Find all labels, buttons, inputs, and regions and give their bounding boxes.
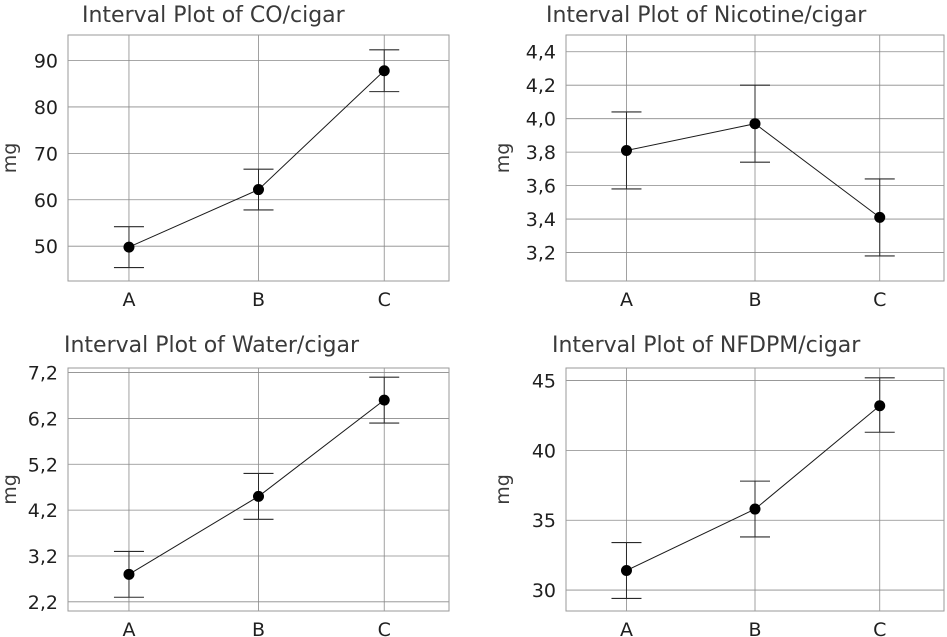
x-category-label: A <box>122 289 135 311</box>
x-category-label: B <box>252 619 265 637</box>
y-tick-label: 40 <box>532 440 556 462</box>
mean-connect-line <box>626 123 881 218</box>
y-tick-label: 6,2 <box>28 408 58 430</box>
x-category-label: C <box>873 289 886 311</box>
nfdpm-interval-plot: 30 35 40 45 A B C Interval Plot of NFDPM/cigar m… <box>492 333 945 637</box>
y-tick-label: 45 <box>532 371 556 393</box>
y-axis-label: mg <box>492 143 514 174</box>
mean-point <box>749 118 761 130</box>
mean-connect-line <box>626 405 881 571</box>
x-category-label: A <box>620 289 633 311</box>
mean-connect-line <box>128 399 385 575</box>
plot-frame <box>565 367 945 612</box>
mean-point <box>378 394 390 406</box>
y-tick-label: 3,4 <box>526 209 556 231</box>
y-tick-label: 4,2 <box>28 500 58 522</box>
co-interval-plot: 50 60 70 80 90 A B C Interval Plot of CO/cigar mg <box>0 3 450 311</box>
x-category-label: A <box>122 619 135 637</box>
y-tick-label: 90 <box>34 51 58 73</box>
y-tick-label: 5,2 <box>28 454 58 476</box>
plot-frame <box>565 34 945 282</box>
mean-point <box>123 241 135 253</box>
y-tick-label: 30 <box>532 580 556 602</box>
plot-frame <box>67 367 450 612</box>
y-tick-label: 7,2 <box>28 363 58 385</box>
water-interval-plot: 2,2 3,2 4,2 5,2 6,2 7,2 A B C Interval Plot of Wa… <box>0 333 450 637</box>
x-category-label: C <box>378 619 391 637</box>
y-tick-label: 3,2 <box>526 243 556 265</box>
x-category-label: B <box>748 619 761 637</box>
nicotine-interval-plot: 3,2 3,4 3,6 3,8 4,0 4,2 4,4 A B C Interval Plot of… <box>492 3 945 311</box>
chart-title: Interval Plot of Nicotine/cigar <box>546 3 867 28</box>
y-tick-label: 4,4 <box>526 42 556 64</box>
y-tick-label: 70 <box>34 143 58 165</box>
mean-point <box>620 565 632 576</box>
mean-point <box>874 211 886 223</box>
y-axis-label: mg <box>0 143 21 174</box>
mean-point <box>874 400 886 412</box>
mean-point <box>253 184 264 196</box>
mean-point <box>123 568 135 580</box>
x-category-label: C <box>873 619 886 637</box>
mean-point <box>620 144 632 156</box>
mean-point <box>378 65 390 77</box>
chart-title: Interval Plot of NFDPM/cigar <box>552 333 861 358</box>
mean-point <box>749 503 761 515</box>
y-tick-label: 80 <box>34 97 58 119</box>
y-tick-label: 4,0 <box>526 109 556 131</box>
x-category-label: A <box>620 619 633 637</box>
mean-connect-line <box>128 70 385 248</box>
x-category-label: C <box>378 289 391 311</box>
y-tick-label: 35 <box>532 510 556 532</box>
y-axis-label: mg <box>492 474 514 505</box>
y-tick-label: 3,6 <box>526 176 556 198</box>
y-tick-label: 4,2 <box>526 75 556 97</box>
y-tick-label: 60 <box>34 190 58 212</box>
mean-point <box>253 490 264 502</box>
y-axis-label: mg <box>0 474 21 505</box>
y-tick-label: 3,8 <box>526 142 556 164</box>
chart-title: Interval Plot of CO/cigar <box>82 3 346 28</box>
y-tick-label: 2,2 <box>28 592 58 614</box>
y-tick-label: 50 <box>34 236 58 258</box>
chart-title: Interval Plot of Water/cigar <box>64 333 360 358</box>
y-tick-label: 3,2 <box>28 546 58 568</box>
x-category-label: B <box>252 289 265 311</box>
plot-frame <box>67 34 450 282</box>
x-category-label: B <box>748 289 761 311</box>
